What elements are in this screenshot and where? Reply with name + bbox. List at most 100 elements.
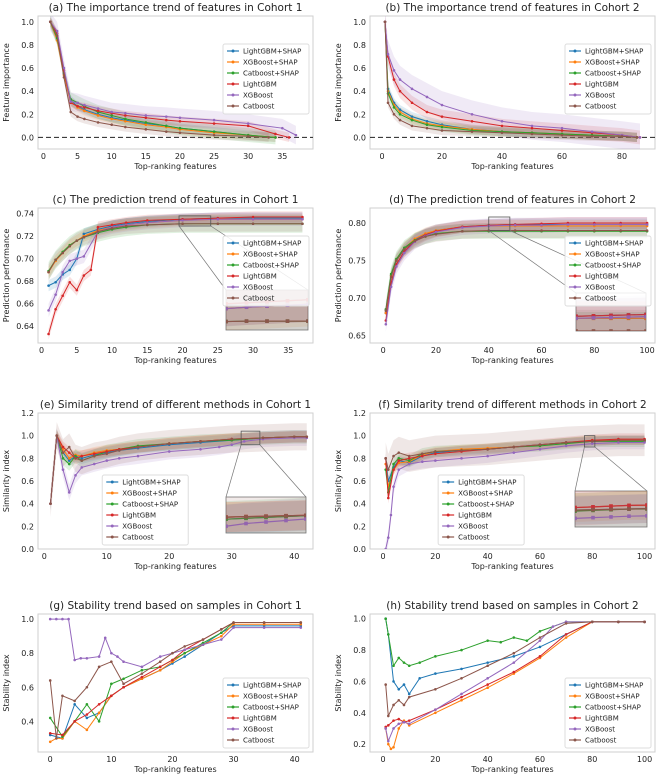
data-point — [461, 229, 464, 233]
legend-marker — [573, 727, 577, 731]
legend-label: Catboost — [458, 534, 490, 542]
data-point — [460, 676, 463, 680]
data-point — [122, 660, 125, 664]
legend-label: LightGBM — [585, 715, 619, 723]
data-point — [512, 655, 516, 658]
data-point — [407, 454, 411, 458]
inset-marker — [575, 516, 577, 521]
x-tick-label: 40 — [289, 552, 299, 561]
legend-marker — [110, 491, 114, 495]
data-point — [460, 648, 463, 652]
y-tick-label: 1.0 — [21, 615, 34, 624]
data-point — [122, 682, 125, 686]
data-point — [500, 124, 504, 128]
x-tick-label: 30 — [248, 346, 258, 355]
legend-label: Catboost+SHAP — [585, 704, 641, 712]
legend: LightGBM+SHAP XGBoost+SHAP Catboost+SHAP Li… — [101, 474, 189, 546]
legend-marker — [573, 93, 577, 97]
inset-marker — [627, 507, 631, 511]
x-tick-label: 10 — [106, 755, 116, 764]
data-point — [251, 215, 255, 219]
chart-title: (e) Similarity trend of different method… — [40, 399, 311, 411]
data-point — [402, 661, 406, 664]
data-point — [424, 235, 427, 238]
data-point — [110, 226, 114, 230]
x-tick-label: 0 — [381, 755, 386, 764]
y-tick-label: 0.8 — [353, 646, 366, 655]
legend: LightGBM+SHAP XGBoost+SHAP Catboost+SHAP Li… — [564, 677, 652, 749]
data-point — [299, 626, 303, 629]
x-tick-label: 10 — [107, 346, 117, 355]
data-point — [486, 661, 489, 664]
data-point — [68, 268, 72, 272]
data-point — [201, 638, 205, 641]
data-point — [292, 435, 296, 439]
data-point — [512, 651, 516, 655]
confidence-band — [385, 435, 645, 492]
data-point — [434, 708, 437, 711]
legend-marker — [573, 82, 577, 86]
data-point — [643, 438, 646, 442]
data-point — [183, 645, 186, 648]
y-axis-label: Similarity index — [334, 450, 343, 513]
legend-label: LightGBM — [122, 512, 156, 520]
legend-label: Catboost+SHAP — [243, 262, 299, 270]
data-point — [564, 444, 568, 448]
data-point — [420, 460, 424, 464]
legend-marker — [446, 535, 450, 539]
data-point — [287, 136, 291, 139]
data-point — [92, 454, 96, 458]
legend-label: XGBoost+SHAP — [243, 693, 298, 701]
data-point — [181, 219, 184, 222]
inset-marker — [609, 313, 613, 318]
data-point — [85, 702, 89, 706]
x-tick-label: 20 — [164, 552, 174, 561]
data-point — [397, 687, 401, 691]
data-point — [538, 447, 542, 451]
x-axis-label: Top-ranking features — [470, 765, 553, 774]
data-point — [80, 457, 84, 460]
data-point — [47, 284, 50, 287]
data-point — [392, 454, 395, 458]
data-point — [85, 716, 89, 720]
legend-marker — [231, 241, 235, 245]
data-point — [486, 683, 489, 686]
data-point — [512, 661, 516, 664]
inset-marker — [264, 520, 268, 524]
data-point — [61, 694, 64, 698]
data-point — [105, 459, 109, 462]
data-point — [590, 620, 594, 624]
inset-marker — [244, 305, 249, 310]
x-tick-label: 30 — [243, 152, 253, 161]
data-point — [69, 100, 73, 103]
legend: LightGBM+SHAP XGBoost+SHAP Catboost+SHAP Li… — [564, 43, 652, 115]
data-point — [617, 620, 620, 624]
data-point — [460, 449, 463, 452]
data-point — [425, 126, 429, 130]
zoom-region — [240, 430, 261, 446]
data-point — [97, 711, 101, 715]
data-point — [392, 462, 395, 466]
data-point — [387, 496, 390, 500]
x-tick-label: 20 — [177, 346, 187, 355]
legend-marker — [446, 491, 450, 495]
data-point — [564, 441, 568, 444]
x-tick-label: 30 — [228, 755, 238, 764]
legend-label: LightGBM+SHAP — [243, 48, 301, 56]
x-tick-label: 100 — [637, 552, 652, 561]
data-point — [75, 239, 79, 242]
chart-title: (b) The importance trend of features in … — [385, 2, 639, 14]
data-point — [434, 655, 437, 658]
legend-marker — [231, 263, 235, 267]
confidence-band — [48, 215, 303, 280]
data-point — [158, 655, 162, 658]
inset-marker — [645, 506, 647, 511]
data-point — [67, 459, 71, 462]
data-point — [92, 462, 96, 466]
data-point — [384, 457, 387, 460]
data-point — [470, 113, 474, 116]
y-axis-label: Similarity index — [2, 450, 11, 513]
data-point — [645, 229, 649, 232]
chart-title: (a) The importance trend of features in … — [49, 2, 303, 14]
legend-frame — [564, 43, 652, 115]
